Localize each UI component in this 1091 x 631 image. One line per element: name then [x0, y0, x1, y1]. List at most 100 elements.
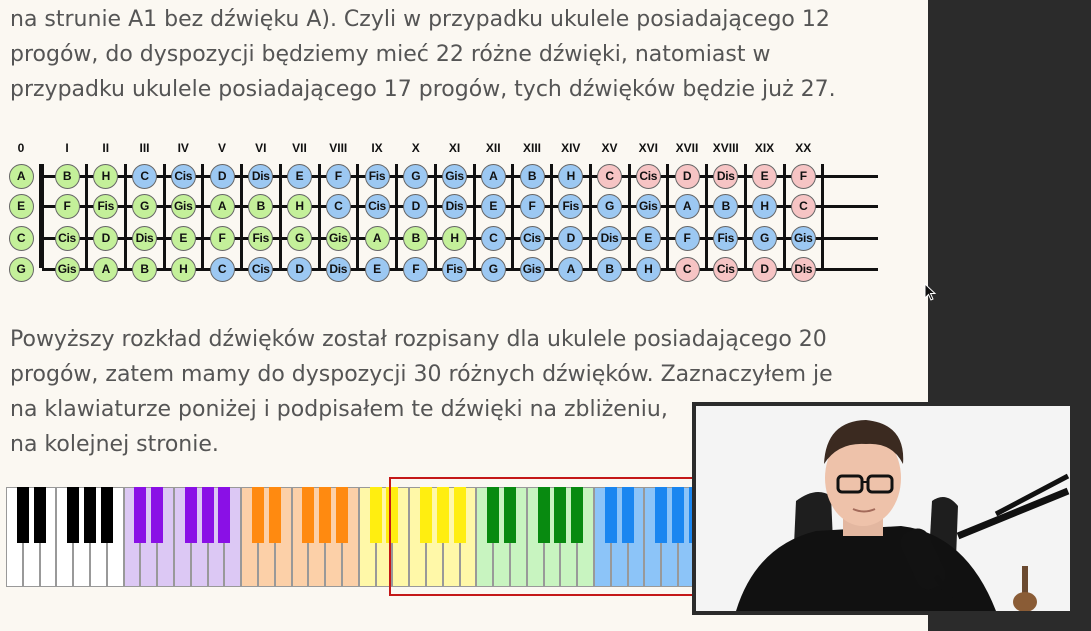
fret-number-label: III — [139, 141, 150, 155]
fret-note: A — [480, 163, 506, 189]
fret-note: Dis — [248, 163, 274, 189]
piano-black-key — [554, 487, 567, 543]
fret-note: G — [403, 163, 429, 189]
text-line: progów, do dyspozycji będziemy mieć 22 r… — [10, 42, 771, 67]
fret-note: Dis — [442, 193, 467, 219]
fret-note: C — [325, 193, 351, 219]
fret-wire — [278, 164, 282, 268]
fret-note: F — [209, 225, 235, 251]
fret-number-label: XII — [485, 141, 501, 155]
fret-note: Fis — [93, 193, 119, 219]
fret-note: B — [54, 163, 80, 189]
fret-note: G — [752, 225, 777, 251]
fret-number-label: I — [65, 141, 69, 155]
fret-note: G — [597, 193, 622, 219]
fret-note: B — [713, 193, 739, 219]
piano-black-key — [604, 487, 617, 543]
fret-note: D — [93, 225, 119, 251]
piano-black-key — [420, 487, 432, 543]
fret-number-label: IX — [371, 141, 383, 155]
fret-note: A — [674, 193, 700, 219]
piano-black-key — [184, 487, 197, 543]
piano-black-key — [487, 487, 500, 543]
fret-note: B — [597, 256, 622, 282]
fret-note: E — [752, 163, 777, 189]
text-line: na klawiaturze poniżej i podpisałem te d… — [10, 397, 668, 422]
piano-black-key — [16, 487, 29, 543]
piano-black-key — [33, 487, 46, 543]
fret-note: C — [8, 225, 34, 251]
fret-number-label: XVII — [675, 141, 699, 155]
keyboard-highlight-box — [389, 477, 709, 596]
fret-note: F — [674, 225, 700, 251]
document-page: na strunie A1 bez dźwięku A). Czyli w pr… — [0, 0, 928, 631]
fret-note: Fis — [558, 193, 584, 219]
fret-note: D — [287, 256, 312, 282]
fret-note: H — [93, 163, 119, 189]
fret-note: Dis — [325, 256, 351, 282]
fret-wire — [317, 164, 321, 268]
fret-number-label: XVIII — [712, 141, 739, 155]
piano-black-key — [571, 487, 584, 543]
piano-black-key — [453, 487, 466, 543]
fret-number-label: VI — [255, 141, 267, 155]
fret-note: E — [170, 225, 196, 251]
fret-wire — [705, 164, 708, 268]
fret-note: Gis — [442, 163, 467, 189]
fret-note: Fis — [364, 163, 390, 189]
fret-note: Cis — [54, 225, 80, 251]
fret-wire — [240, 164, 243, 268]
fret-note: Cis — [364, 193, 390, 219]
fret-wire — [511, 164, 515, 268]
fretboard-nut — [39, 164, 44, 268]
fret-number-label: XVI — [638, 141, 658, 155]
piano-black-key — [201, 487, 214, 543]
fret-note: Dis — [790, 256, 816, 282]
fret-note: E — [635, 225, 661, 251]
piano-black-key — [369, 487, 382, 543]
fret-note: Cis — [713, 256, 739, 282]
paragraph-1: na strunie A1 bez dźwięku A). Czyli w pr… — [10, 2, 890, 107]
text-line: na strunie A1 bez dźwięku A). Czyli w pr… — [10, 7, 830, 32]
text-line: progów, zatem mamy do dyspozycji 30 różn… — [10, 362, 833, 387]
fret-note: H — [635, 256, 661, 282]
paragraph-2: Powyższy rozkład dźwięków został rozpisa… — [10, 322, 890, 462]
fret-note: G — [480, 256, 506, 282]
fret-note: Gis — [790, 225, 816, 251]
fret-note: D — [403, 193, 429, 219]
piano-black-key — [436, 487, 449, 543]
fret-number-label: XIII — [522, 141, 541, 155]
fret-wire — [201, 164, 205, 268]
fret-note: D — [209, 163, 235, 189]
webcam-overlay — [692, 402, 1074, 615]
piano-black-key — [537, 487, 550, 543]
fret-wire — [627, 164, 631, 268]
fret-note: C — [132, 163, 157, 189]
fret-wire — [588, 164, 592, 268]
fret-number-label: XIV — [561, 141, 581, 155]
fret-wire — [356, 164, 360, 268]
piano-black-key — [302, 487, 315, 543]
fret-note: E — [480, 193, 506, 219]
fret-note: Cis — [170, 163, 196, 189]
fret-number-label: X — [411, 141, 420, 155]
fret-note: Fis — [442, 256, 467, 282]
fret-number-label: IV — [177, 141, 189, 155]
text-line: przypadku ukulele posiadającego 17 progó… — [10, 77, 836, 102]
fret-number-label: VIII — [329, 141, 348, 155]
piano-black-key — [655, 487, 668, 543]
fret-note: H — [442, 225, 467, 251]
fret-number-label: XX — [795, 141, 812, 155]
fret-wire — [85, 164, 88, 268]
piano-black-key — [268, 487, 281, 543]
fret-note: H — [170, 256, 196, 282]
fret-note: Dis — [713, 163, 739, 189]
fret-note: G — [8, 256, 34, 282]
fret-note: B — [519, 163, 545, 189]
piano-black-key — [100, 487, 113, 543]
fret-note: C — [480, 225, 506, 251]
fret-note: Fis — [248, 225, 274, 251]
fret-wire — [472, 164, 476, 268]
fret-note: Fis — [713, 225, 739, 251]
fret-note: F — [403, 256, 429, 282]
